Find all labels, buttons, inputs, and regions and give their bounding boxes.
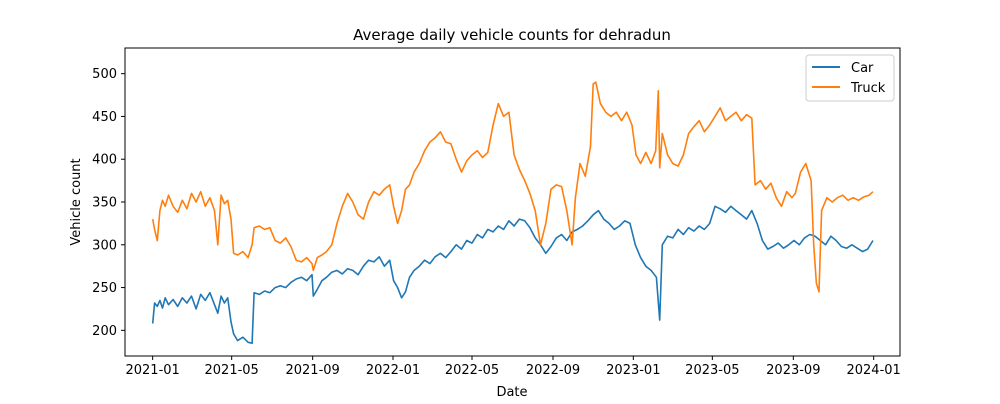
x-tick-label: 2023-09 bbox=[766, 363, 820, 378]
x-tick-label: 2022-05 bbox=[445, 363, 499, 378]
x-tick-label: 2024-01 bbox=[846, 363, 900, 378]
y-tick-label: 450 bbox=[92, 110, 117, 125]
x-axis: 2021-01 2021-05 2021-09 2022-01 2022-05 2022-… bbox=[125, 356, 901, 378]
y-tick-label: 250 bbox=[92, 281, 117, 296]
plot-area bbox=[151, 81, 874, 344]
x-tick-label: 2023-05 bbox=[685, 363, 739, 378]
y-tick-label: 500 bbox=[92, 67, 117, 82]
x-tick-label: 2022-01 bbox=[366, 363, 420, 378]
legend-label-truck: Truck bbox=[850, 81, 886, 96]
y-tick-label: 350 bbox=[92, 196, 117, 211]
y-tick-label: 300 bbox=[92, 238, 117, 253]
y-axis-label: Vehicle count bbox=[69, 158, 84, 245]
y-tick-label: 400 bbox=[92, 153, 117, 168]
legend-label-car: Car bbox=[851, 61, 874, 76]
y-tick-label: 200 bbox=[92, 324, 117, 339]
series-line-car bbox=[151, 205, 874, 344]
series-line-truck bbox=[151, 81, 874, 293]
series-layer bbox=[151, 81, 874, 344]
legend: Car Truck bbox=[805, 54, 895, 102]
x-tick-label: 2021-05 bbox=[205, 363, 259, 378]
x-tick-label: 2021-09 bbox=[285, 363, 339, 378]
x-tick-label: 2023-01 bbox=[606, 363, 660, 378]
x-tick-label: 2021-01 bbox=[125, 363, 179, 378]
y-axis: 200 250 300 350 400 450 500 bbox=[92, 67, 125, 339]
x-axis-label: Date bbox=[496, 385, 527, 400]
chart-title: Average daily vehicle counts for dehradu… bbox=[353, 26, 671, 44]
x-tick-label: 2022-09 bbox=[526, 363, 580, 378]
